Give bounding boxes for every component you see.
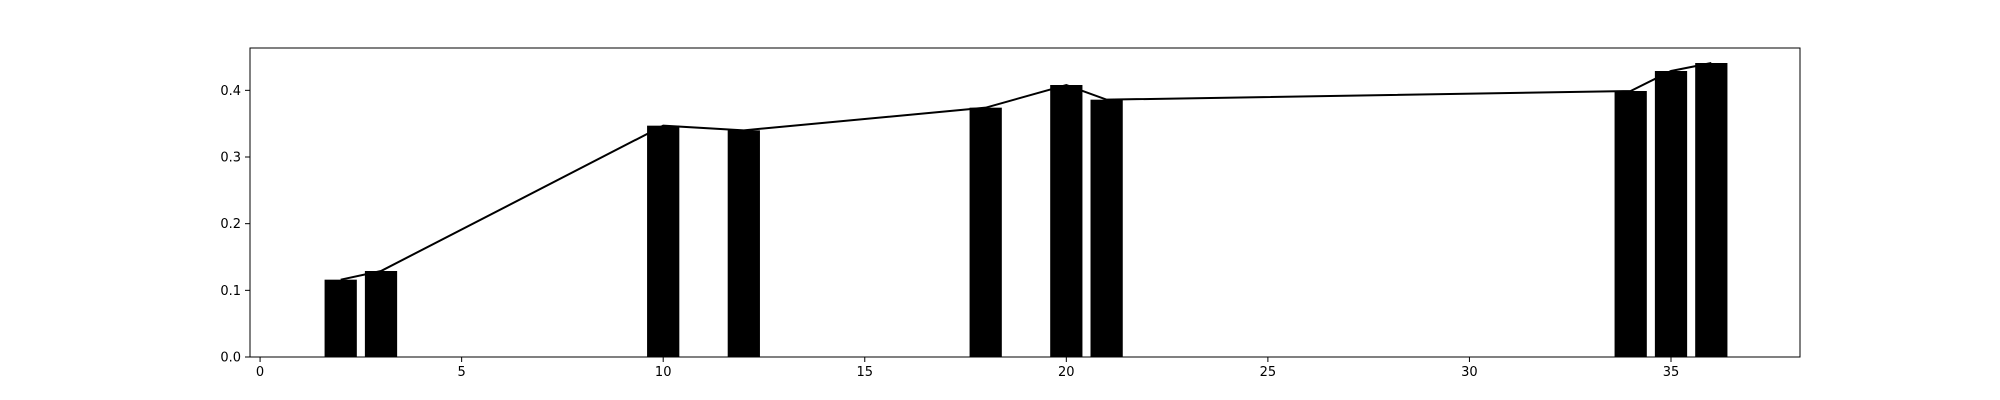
bar-5 xyxy=(1050,85,1083,357)
x-tick-label: 0 xyxy=(256,365,264,380)
bar-series xyxy=(324,63,1728,358)
y-tick-label: 0.1 xyxy=(220,284,241,299)
y-tick-label: 0.4 xyxy=(220,84,241,99)
bar-7 xyxy=(1614,91,1647,357)
bar-0 xyxy=(324,279,357,357)
bar-9 xyxy=(1695,63,1728,357)
x-tick-label: 35 xyxy=(1663,365,1680,380)
x-tick-label: 30 xyxy=(1461,365,1478,380)
bar-1 xyxy=(364,271,398,357)
x-tick-label: 20 xyxy=(1058,365,1075,380)
x-tick-label: 25 xyxy=(1260,365,1277,380)
y-tick-label: 0.3 xyxy=(220,151,241,166)
x-tick-label: 10 xyxy=(655,365,672,380)
plot-frame xyxy=(249,47,1801,358)
y-tick-label: 0.0 xyxy=(220,351,241,366)
bar-2 xyxy=(647,125,680,358)
x-tick-label: 15 xyxy=(856,365,873,380)
x-axis: 0 5 10 15 20 25 30 35 xyxy=(256,357,1679,380)
bar-3 xyxy=(727,130,760,357)
y-tick-label: 0.2 xyxy=(220,217,241,232)
y-axis: 0.0 0.1 0.2 0.3 0.4 xyxy=(220,84,250,366)
bar-4 xyxy=(969,107,1002,358)
line-path xyxy=(340,62,1712,281)
bar-6 xyxy=(1090,99,1123,358)
x-tick-label: 5 xyxy=(457,365,465,380)
line-series xyxy=(340,62,1712,281)
bar-8 xyxy=(1654,71,1688,357)
